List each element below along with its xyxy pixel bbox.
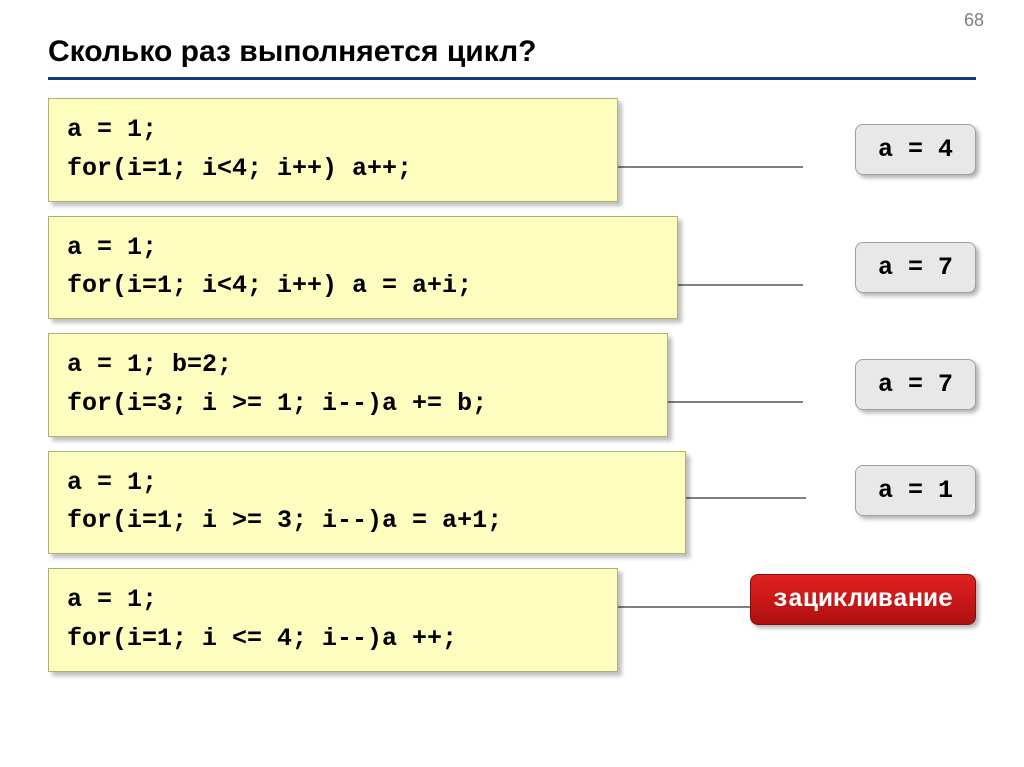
example-row: a = 1; for(i=1; i >= 3; i--)a = a+1; a =…: [48, 451, 976, 555]
answer-box: a = 7: [855, 359, 976, 410]
code-box: a = 1; b=2; for(i=3; i >= 1; i--)a += b;: [48, 333, 668, 437]
code-box: a = 1; for(i=1; i >= 3; i--)a = a+1;: [48, 451, 686, 555]
connector-line: [673, 284, 803, 286]
connector-line: [681, 497, 806, 499]
connector-line: [613, 166, 803, 168]
example-row: a = 1; for(i=1; i <= 4; i--)a ++; зацикл…: [48, 568, 976, 672]
example-row: a = 1; for(i=1; i<4; i++) a = a+i; a = 7: [48, 216, 976, 320]
connector-line: [613, 606, 763, 608]
code-box: a = 1; for(i=1; i<4; i++) a = a+i;: [48, 216, 678, 320]
answer-box: a = 1: [855, 465, 976, 516]
page-title: Сколько раз выполняется цикл?: [48, 35, 976, 69]
example-row: a = 1; b=2; for(i=3; i >= 1; i--)a += b;…: [48, 333, 976, 437]
connector-line: [663, 401, 803, 403]
answer-box: a = 4: [855, 124, 976, 175]
answer-box: a = 7: [855, 242, 976, 293]
answer-box-red: зацикливание: [750, 574, 976, 625]
page-number: 68: [964, 10, 984, 31]
example-row: a = 1; for(i=1; i<4; i++) a++; a = 4: [48, 98, 976, 202]
code-box: a = 1; for(i=1; i<4; i++) a++;: [48, 98, 618, 202]
title-underline: [48, 77, 976, 80]
code-box: a = 1; for(i=1; i <= 4; i--)a ++;: [48, 568, 618, 672]
